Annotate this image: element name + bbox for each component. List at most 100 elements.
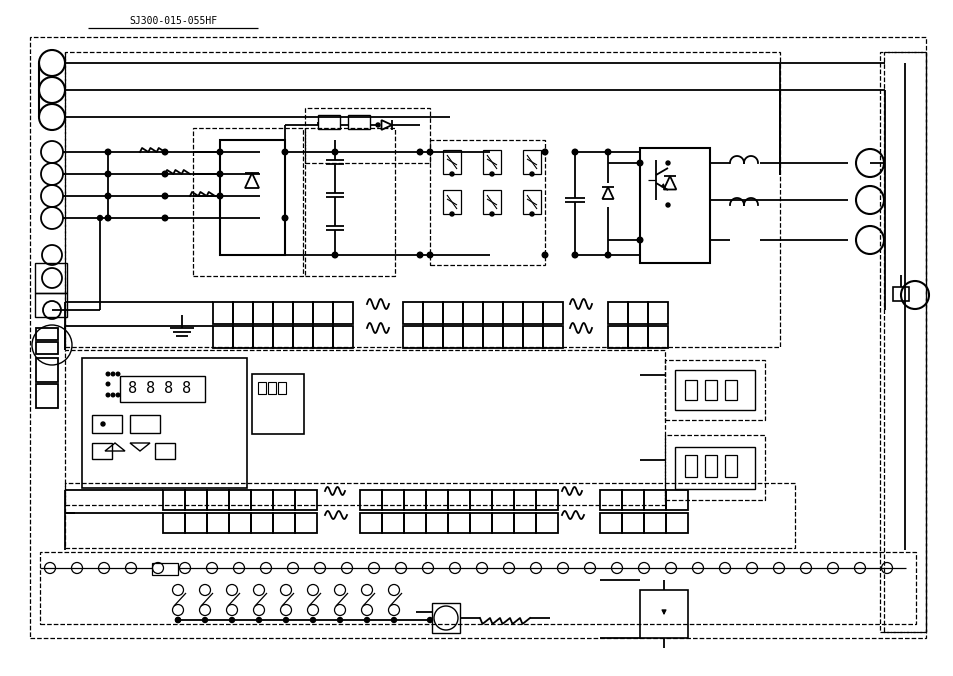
Bar bbox=[82, 358, 247, 488]
Bar bbox=[892, 287, 908, 301]
Circle shape bbox=[530, 172, 534, 176]
Bar bbox=[442, 190, 460, 214]
Bar bbox=[381, 490, 403, 510]
Bar bbox=[883, 52, 925, 632]
Bar bbox=[675, 370, 754, 410]
Bar bbox=[163, 490, 185, 510]
Polygon shape bbox=[601, 187, 613, 199]
Bar bbox=[426, 490, 448, 510]
Circle shape bbox=[637, 160, 642, 166]
Text: SJ300-015-055HF: SJ300-015-055HF bbox=[129, 16, 217, 26]
Bar bbox=[251, 513, 273, 533]
Circle shape bbox=[572, 252, 578, 258]
Circle shape bbox=[116, 372, 120, 376]
Circle shape bbox=[105, 193, 111, 199]
Bar bbox=[462, 302, 482, 324]
Bar bbox=[273, 490, 294, 510]
Bar bbox=[273, 513, 294, 533]
Circle shape bbox=[175, 617, 180, 623]
Bar bbox=[130, 415, 160, 433]
Bar bbox=[442, 150, 460, 174]
Bar bbox=[268, 382, 275, 394]
Bar bbox=[502, 326, 522, 348]
Circle shape bbox=[217, 193, 223, 199]
Bar bbox=[482, 302, 502, 324]
Bar bbox=[522, 302, 542, 324]
Bar bbox=[639, 148, 709, 263]
Bar bbox=[294, 490, 316, 510]
Bar bbox=[30, 37, 925, 638]
Bar bbox=[381, 513, 403, 533]
Circle shape bbox=[637, 237, 642, 243]
Bar bbox=[470, 513, 492, 533]
Bar bbox=[251, 490, 273, 510]
Bar bbox=[704, 380, 717, 400]
Bar bbox=[229, 513, 251, 533]
Bar bbox=[542, 302, 562, 324]
Bar bbox=[207, 513, 229, 533]
Bar bbox=[36, 384, 58, 408]
Bar bbox=[40, 552, 915, 624]
Bar bbox=[193, 128, 303, 276]
Bar bbox=[163, 513, 185, 533]
Circle shape bbox=[283, 617, 288, 623]
Circle shape bbox=[665, 161, 669, 165]
Bar bbox=[492, 513, 514, 533]
Bar bbox=[542, 326, 562, 348]
Bar bbox=[91, 415, 122, 433]
Bar bbox=[305, 108, 430, 163]
Bar bbox=[599, 490, 621, 510]
Bar bbox=[426, 513, 448, 533]
Bar bbox=[403, 513, 426, 533]
Bar bbox=[627, 326, 647, 348]
Circle shape bbox=[106, 393, 110, 397]
Bar bbox=[317, 115, 339, 129]
Bar bbox=[482, 326, 502, 348]
Circle shape bbox=[282, 149, 288, 155]
Circle shape bbox=[101, 422, 105, 426]
Bar bbox=[647, 302, 667, 324]
Circle shape bbox=[162, 215, 168, 221]
Bar bbox=[482, 150, 500, 174]
Bar bbox=[253, 326, 273, 348]
Bar bbox=[879, 52, 925, 632]
Bar bbox=[402, 326, 422, 348]
Circle shape bbox=[450, 212, 454, 216]
Bar bbox=[233, 326, 253, 348]
Circle shape bbox=[572, 149, 578, 155]
Bar bbox=[154, 443, 174, 459]
Polygon shape bbox=[663, 176, 676, 189]
Circle shape bbox=[450, 172, 454, 176]
Circle shape bbox=[541, 149, 547, 155]
Bar bbox=[621, 490, 643, 510]
Circle shape bbox=[391, 617, 396, 623]
Bar bbox=[675, 447, 754, 489]
Bar bbox=[647, 326, 667, 348]
Bar bbox=[257, 382, 266, 394]
Bar bbox=[313, 326, 333, 348]
Circle shape bbox=[427, 617, 432, 623]
Circle shape bbox=[217, 171, 223, 177]
Circle shape bbox=[427, 149, 433, 155]
Circle shape bbox=[416, 149, 422, 155]
Circle shape bbox=[490, 212, 494, 216]
Bar bbox=[430, 140, 544, 265]
Bar bbox=[492, 490, 514, 510]
Bar bbox=[36, 358, 58, 382]
Bar bbox=[185, 513, 207, 533]
Bar bbox=[65, 483, 794, 548]
Bar bbox=[402, 302, 422, 324]
Bar bbox=[462, 326, 482, 348]
Circle shape bbox=[105, 215, 111, 221]
Bar bbox=[35, 293, 67, 317]
Bar bbox=[536, 513, 558, 533]
Circle shape bbox=[202, 617, 208, 623]
Bar bbox=[627, 302, 647, 324]
Bar bbox=[120, 376, 205, 402]
Bar bbox=[333, 326, 353, 348]
Bar bbox=[536, 490, 558, 510]
Circle shape bbox=[256, 617, 261, 623]
Circle shape bbox=[665, 203, 669, 207]
Circle shape bbox=[106, 382, 110, 386]
Circle shape bbox=[282, 215, 288, 221]
